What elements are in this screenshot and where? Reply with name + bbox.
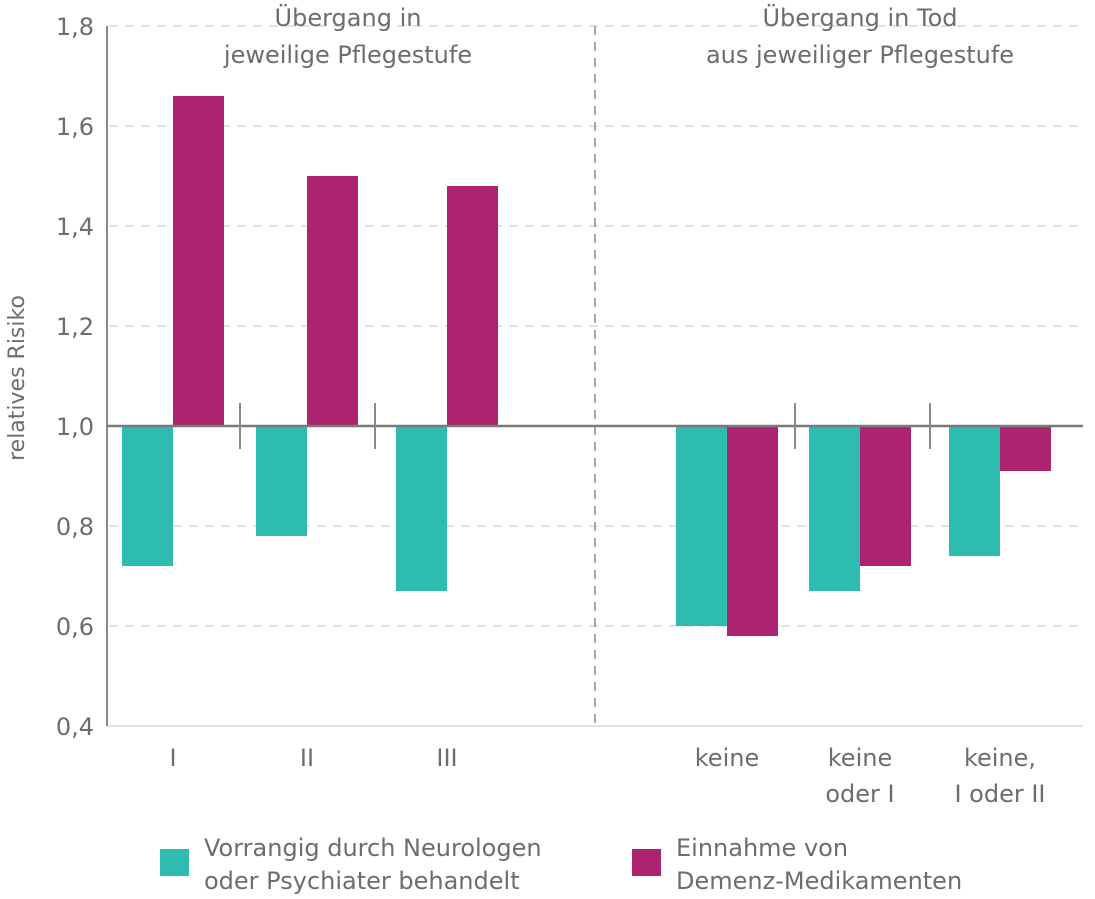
x-tick-label: II	[300, 744, 314, 772]
legend-label: Vorrangig durch Neurologen	[204, 834, 542, 862]
y-tick-label: 1,8	[56, 13, 94, 41]
bar	[447, 186, 498, 426]
legend-label: Demenz-Medikamenten	[676, 867, 962, 895]
y-tick-label: 0,4	[56, 713, 94, 741]
x-tick-label: I oder II	[954, 780, 1045, 808]
y-tick-label: 0,6	[56, 613, 94, 641]
x-tick-label: keine,	[964, 744, 1036, 772]
group-heading: Übergang in Tod	[762, 3, 957, 32]
bar	[396, 426, 447, 591]
bar	[727, 426, 778, 636]
x-tick-label: I	[169, 744, 176, 772]
y-tick-label: 1,6	[56, 113, 94, 141]
x-tick-label: III	[436, 744, 457, 772]
legend-label: oder Psychiater behandelt	[204, 867, 520, 895]
legend-swatch	[632, 849, 661, 876]
bar	[949, 426, 1000, 556]
bar	[676, 426, 727, 626]
bar	[307, 176, 358, 426]
group-heading: jeweilige Pflegestufe	[223, 41, 472, 69]
bar	[809, 426, 860, 591]
x-tick-label: keine	[828, 744, 892, 772]
bar	[860, 426, 911, 566]
bar	[173, 96, 224, 426]
bar	[122, 426, 173, 566]
bar	[1000, 426, 1051, 471]
x-tick-label: oder I	[825, 780, 894, 808]
group-heading: aus jeweiliger Pflegestufe	[706, 41, 1014, 69]
x-tick-label: keine	[695, 744, 759, 772]
legend-label: Einnahme von	[676, 834, 848, 862]
y-tick-label: 1,2	[56, 313, 94, 341]
y-axis-label: relatives Risiko	[5, 295, 30, 461]
group-heading: Übergang in	[275, 3, 422, 32]
y-tick-label: 1,4	[56, 213, 94, 241]
bar	[256, 426, 307, 536]
y-tick-label: 1,0	[56, 413, 94, 441]
legend-swatch	[160, 849, 189, 876]
y-tick-label: 0,8	[56, 513, 94, 541]
